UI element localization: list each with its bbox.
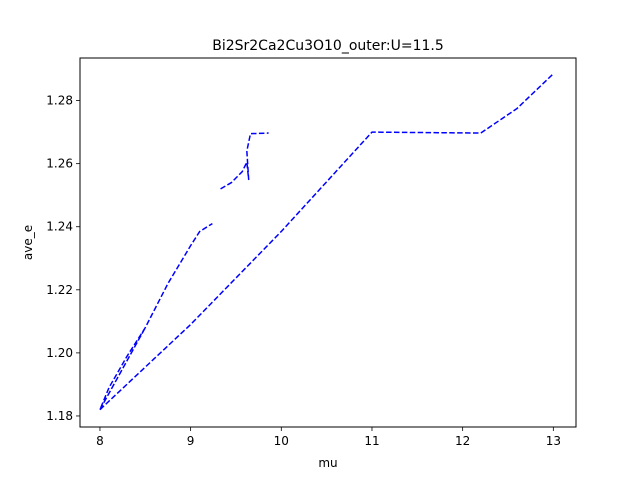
y-tick-label: 1.18 (46, 409, 73, 423)
y-tick-label: 1.22 (46, 283, 73, 297)
series-0-line-1 (220, 132, 269, 190)
x-tick-label: 8 (96, 434, 104, 448)
y-tick-label: 1.28 (46, 94, 73, 108)
x-tick-label: 11 (364, 434, 379, 448)
y-tick-label: 1.24 (46, 220, 73, 234)
series-0-line-2 (99, 73, 554, 411)
series-0-line-0 (99, 222, 213, 411)
x-tick-label: 12 (455, 434, 470, 448)
y-axis: 1.18 1.20 1.22 1.24 1.26 1.28 (46, 94, 80, 423)
y-tick-label: 1.20 (46, 346, 73, 360)
plot-frame (79, 57, 577, 428)
plot-area (99, 73, 554, 411)
y-axis-label: ave_e (21, 225, 35, 260)
chart-title: Bi2Sr2Ca2Cu3O10_outer:U=11.5 (212, 38, 444, 54)
x-tick-label: 9 (187, 434, 195, 448)
x-axis-label: mu (318, 456, 337, 470)
x-tick-label: 13 (546, 434, 561, 448)
x-tick-label: 10 (274, 434, 289, 448)
x-axis: 8 9 10 11 12 13 (96, 427, 561, 448)
y-tick-label: 1.26 (46, 157, 73, 171)
